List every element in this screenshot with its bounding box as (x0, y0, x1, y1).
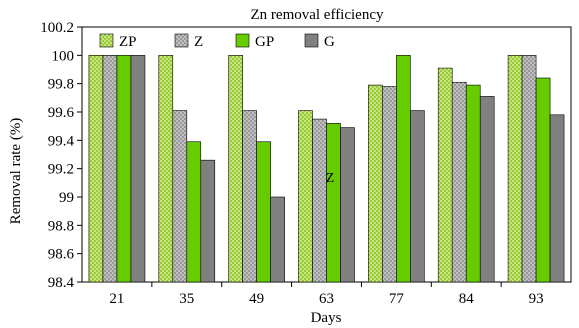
y-tick-label: 99 (59, 190, 74, 206)
bar-z-77 (382, 86, 397, 283)
bar-zp-63 (298, 110, 313, 283)
legend-label-g: G (324, 34, 335, 50)
bar-z-84 (451, 81, 467, 283)
y-tick-label: 98.4 (48, 275, 75, 291)
y-tick-label: 100.2 (40, 20, 74, 36)
bar-g-35 (200, 159, 216, 283)
x-tick-label: 84 (459, 291, 475, 307)
x-tick-label: 21 (109, 291, 124, 307)
bar-z-63 (312, 118, 327, 283)
x-tick-label: 77 (389, 291, 405, 307)
x-tick-label: 93 (529, 291, 544, 307)
bar-zp-77 (368, 84, 383, 283)
bar-gp-21 (116, 55, 132, 283)
y-tick-label: 100 (52, 48, 75, 64)
legend-swatch-g (304, 33, 319, 48)
bar-z-49 (242, 110, 257, 283)
bar-g-77 (410, 110, 425, 283)
annotation-label: Z (326, 171, 335, 186)
x-tick-label: 49 (249, 291, 264, 307)
legend-swatch-gp (235, 33, 250, 48)
legend-swatch-zp (99, 33, 114, 48)
bar-zp-35 (158, 55, 174, 283)
y-tick-label: 99.8 (48, 77, 74, 93)
legend-swatch-z (174, 33, 189, 48)
bar-gp-49 (256, 141, 271, 283)
bar-gp-84 (465, 84, 481, 283)
legend-label-zp: ZP (119, 34, 137, 50)
bar-zp-49 (228, 55, 243, 283)
x-axis-label: Days (311, 310, 342, 326)
bar-z-35 (172, 110, 188, 283)
x-tick-label: 63 (319, 291, 334, 307)
y-axis-label: Removal rate (%) (8, 118, 24, 225)
bar-gp-93 (535, 77, 551, 283)
bar-g-49 (270, 196, 285, 283)
bar-zp-93 (507, 55, 523, 283)
bar-g-63 (340, 127, 355, 283)
legend-label-gp: GP (255, 34, 274, 50)
bar-gp-77 (396, 55, 411, 283)
bar-zp-21 (88, 55, 104, 283)
chart-title: Zn removal efficiency (251, 7, 384, 23)
bar-gp-35 (186, 141, 202, 283)
y-tick-label: 99.4 (48, 133, 75, 149)
bar-g-84 (479, 96, 495, 283)
bar-gp-63 (326, 123, 341, 283)
bar-g-93 (549, 114, 565, 283)
bar-g-21 (130, 55, 146, 283)
y-tick-label: 98.8 (48, 218, 74, 234)
y-tick-label: 98.6 (48, 247, 75, 263)
plot-area: 98.4 98.6 98.8 99 99.2 99.4 99.6 99.8 100 100.2 21… (40, 20, 572, 307)
legend: ZP Z GP G (99, 33, 335, 50)
y-tick-label: 99.2 (48, 162, 74, 178)
bar-z-21 (102, 55, 118, 283)
x-tick-label: 35 (179, 291, 194, 307)
y-tick-label: 99.6 (48, 105, 75, 121)
bar-zp-84 (437, 67, 453, 283)
legend-label-z: Z (194, 34, 203, 50)
bar-z-93 (521, 55, 537, 283)
